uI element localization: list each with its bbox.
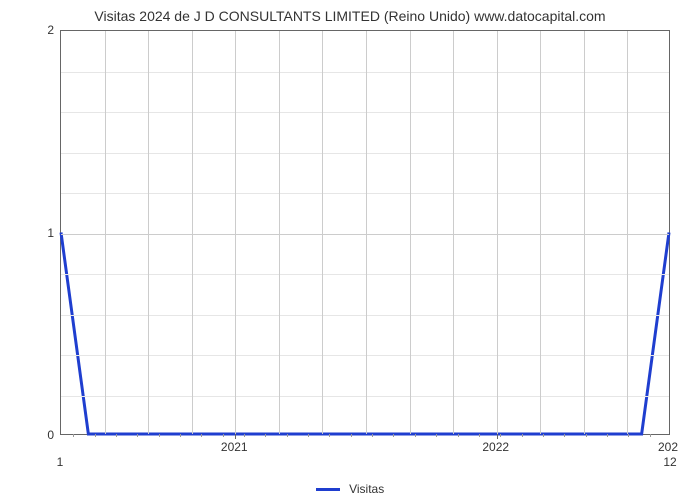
xtick-minor xyxy=(500,434,501,437)
xtick-minor xyxy=(586,434,587,437)
legend: Visitas xyxy=(0,481,700,496)
gridline-v xyxy=(105,31,106,434)
gridline-v xyxy=(540,31,541,434)
gridline-v xyxy=(192,31,193,434)
xtick-minor xyxy=(564,434,565,437)
gridline-h-major xyxy=(61,234,669,235)
gridline-h-minor xyxy=(61,112,669,113)
xtick-minor xyxy=(116,434,117,437)
line-series-svg xyxy=(61,31,669,434)
xtick-minor xyxy=(372,434,373,437)
xtick-minor xyxy=(607,434,608,437)
gridline-h-minor xyxy=(61,315,669,316)
xtick-mark xyxy=(497,434,498,439)
series-line xyxy=(61,233,669,435)
xtick-minor xyxy=(73,434,74,437)
xtick-label: 2021 xyxy=(221,440,248,454)
xtick-minor xyxy=(137,434,138,437)
gridline-h-minor xyxy=(61,355,669,356)
xtick-label: 2022 xyxy=(482,440,509,454)
xtick-minor xyxy=(415,434,416,437)
xtick-minor xyxy=(522,434,523,437)
chart-container: Visitas 2024 de J D CONSULTANTS LIMITED … xyxy=(0,0,700,500)
xtick-minor xyxy=(308,434,309,437)
xtick-minor xyxy=(458,434,459,437)
chart-title: Visitas 2024 de J D CONSULTANTS LIMITED … xyxy=(0,0,700,24)
ytick-label-1: 1 xyxy=(24,226,54,240)
gridline-v xyxy=(279,31,280,434)
gridline-v xyxy=(366,31,367,434)
ytick-label-2: 2 xyxy=(24,23,54,37)
gridline-v xyxy=(627,31,628,434)
xtick-minor xyxy=(479,434,480,437)
legend-label: Visitas xyxy=(349,482,384,496)
ytick-label-0: 0 xyxy=(24,428,54,442)
xtick-label-cut: 202 xyxy=(658,440,678,454)
xtick-minor xyxy=(329,434,330,437)
gridline-v xyxy=(453,31,454,434)
gridline-h-minor xyxy=(61,396,669,397)
gridline-v xyxy=(235,31,236,434)
gridline-v xyxy=(497,31,498,434)
gridline-h-minor xyxy=(61,72,669,73)
xtick-minor xyxy=(223,434,224,437)
xtick-minor xyxy=(265,434,266,437)
gridline-h-minor xyxy=(61,193,669,194)
xtick-minor xyxy=(159,434,160,437)
gridline-h-minor xyxy=(61,153,669,154)
gridline-h-minor xyxy=(61,274,669,275)
gridline-v xyxy=(148,31,149,434)
xtick-minor xyxy=(650,434,651,437)
xtick-minor xyxy=(201,434,202,437)
xtick-minor xyxy=(180,434,181,437)
xtick-minor xyxy=(287,434,288,437)
gridline-v xyxy=(584,31,585,434)
xtick-minor xyxy=(244,434,245,437)
xtick-minor xyxy=(436,434,437,437)
xtick-minor xyxy=(628,434,629,437)
xtick-mark xyxy=(235,434,236,439)
x-lower-left-label: 1 xyxy=(57,455,64,469)
x-lower-right-label: 12 xyxy=(663,455,676,469)
xtick-minor xyxy=(351,434,352,437)
plot-area xyxy=(60,30,670,435)
gridline-v xyxy=(322,31,323,434)
legend-swatch xyxy=(316,488,340,491)
gridline-v xyxy=(410,31,411,434)
xtick-minor xyxy=(543,434,544,437)
xtick-minor xyxy=(393,434,394,437)
xtick-minor xyxy=(95,434,96,437)
